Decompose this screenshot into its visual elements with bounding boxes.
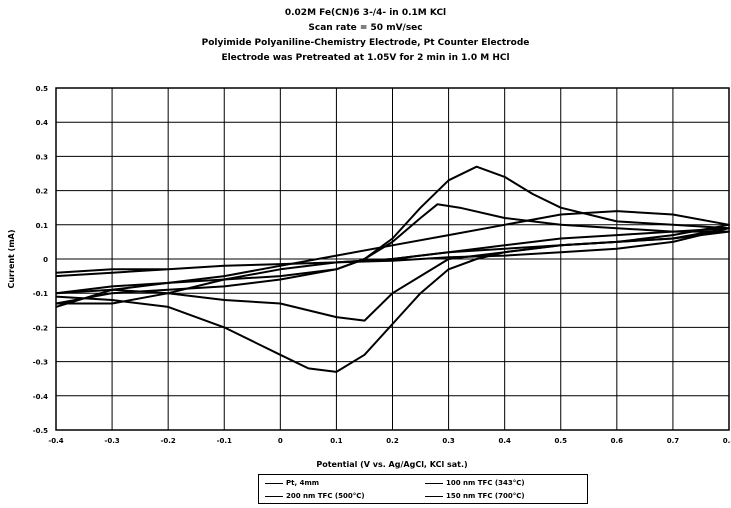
legend-item: 100 nm TFC (343°C) (425, 477, 525, 489)
y-tick-label: 0 (43, 256, 48, 264)
title-line-4: Electrode was Pretreated at 1.05V for 2 … (221, 53, 510, 63)
title-line-2: Scan rate = 50 mV/sec (308, 23, 423, 33)
series-line-4 (55, 227, 730, 278)
x-tick-label: 0 (278, 437, 283, 445)
legend-swatch (425, 495, 443, 497)
y-tick-label: 0.1 (36, 222, 49, 230)
legend-item: 200 nm TFC (500°C) (265, 490, 365, 502)
x-tick-label: 0.2 (386, 437, 399, 445)
series-group (55, 165, 730, 373)
y-tick-label: 0.4 (36, 119, 49, 127)
legend-swatch (425, 482, 443, 484)
legend-swatch (265, 482, 283, 484)
y-tick-label: 0.5 (36, 85, 49, 93)
chart-title-block: 0.02M Fe(CN)6 3-/4- in 0.1M KCl Scan rat… (0, 6, 731, 66)
x-tick-label: 0.8 (723, 437, 731, 445)
legend-label: 200 nm TFC (500°C) (286, 492, 365, 500)
legend-label: Pt, 4mm (286, 479, 320, 487)
x-tick-labels: -0.4 -0.3 -0.2 -0.1 0 0.1 0.2 0.3 0.4 0.5 0.6 0.7 0.… (48, 437, 731, 445)
y-tick-label: 0.2 (36, 188, 49, 196)
x-tick-label: 0.4 (498, 437, 511, 445)
x-tick-label: -0.3 (104, 437, 119, 445)
legend-item: Pt, 4mm (265, 477, 319, 489)
y-tick-label: -0.2 (33, 324, 48, 332)
y-tick-label: -0.4 (33, 393, 48, 401)
legend-label: 100 nm TFC (343°C) (446, 479, 525, 487)
legend: Pt, 4mm 100 nm TFC (343°C) 200 nm TFC (5… (258, 474, 588, 504)
title-line-1: 0.02M Fe(CN)6 3-/4- in 0.1M KCl (284, 8, 447, 18)
legend-item: 150 nm TFC (700°C) (425, 490, 525, 502)
x-tick-label: 0.1 (330, 437, 343, 445)
y-tick-label: 0.3 (36, 153, 49, 161)
y-tick-label: -0.5 (33, 427, 48, 435)
x-tick-label: -0.4 (48, 437, 63, 445)
series-line-2 (55, 203, 730, 322)
x-tick-label: 0.6 (611, 437, 624, 445)
x-axis-label: Potential (V vs. Ag/AgCl, KCl sat.) (316, 460, 467, 469)
x-tick-label: -0.1 (217, 437, 232, 445)
x-tick-label: 0.7 (667, 437, 680, 445)
legend-swatch (265, 495, 283, 497)
x-tick-label: -0.2 (161, 437, 176, 445)
legend-label: 150 nm TFC (700°C) (446, 492, 525, 500)
series-line-3 (55, 210, 730, 305)
title-line-3: Polyimide Polyaniline-Chemistry Electrod… (201, 38, 530, 48)
y-tick-labels: 0.5 0.4 0.3 0.2 0.1 0 -0.1 -0.2 -0.3 -0.4 -0.5 (33, 85, 48, 435)
y-axis-label: Current (mA) (7, 229, 16, 288)
x-tick-label: 0.5 (555, 437, 568, 445)
x-tick-label: 0.3 (442, 437, 455, 445)
y-tick-label: -0.3 (33, 359, 48, 367)
y-tick-label: -0.1 (33, 290, 48, 298)
